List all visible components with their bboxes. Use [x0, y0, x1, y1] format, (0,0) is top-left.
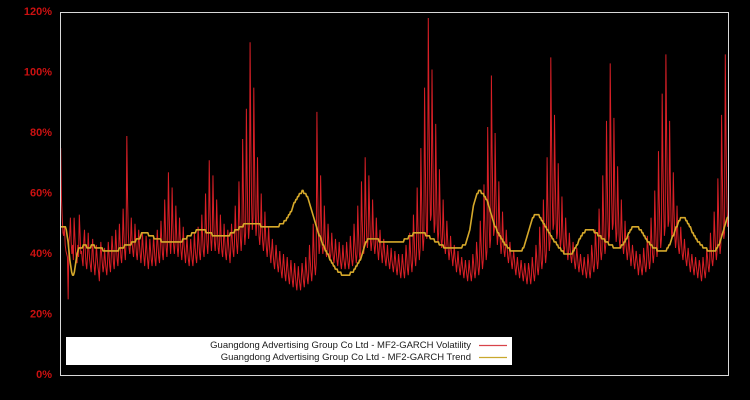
legend-background — [66, 337, 512, 365]
y-axis-tick-label: 20% — [30, 308, 52, 320]
y-axis-tick-labels: 0% 20% 40% 60% 80% 100% 120% — [24, 6, 52, 381]
series-trend-line — [60, 189, 729, 276]
y-axis-tick-label: 120% — [24, 6, 52, 18]
legend-label-volatility: Guangdong Advertising Group Co Ltd - MF2… — [210, 340, 471, 351]
plot-frame — [60, 12, 729, 376]
y-axis-tick-label: 40% — [30, 248, 52, 260]
y-axis-tick-label: 100% — [24, 66, 52, 78]
series-volatility-line — [60, 18, 729, 300]
plot-area — [60, 18, 729, 300]
y-axis-tick-label: 0% — [36, 369, 52, 381]
legend-label-trend: Guangdong Advertising Group Co Ltd - MF2… — [221, 352, 471, 363]
y-axis-tick-label: 60% — [30, 187, 52, 199]
y-axis-tick-label: 80% — [30, 127, 52, 139]
chart-legend: Guangdong Advertising Group Co Ltd - MF2… — [66, 337, 512, 365]
